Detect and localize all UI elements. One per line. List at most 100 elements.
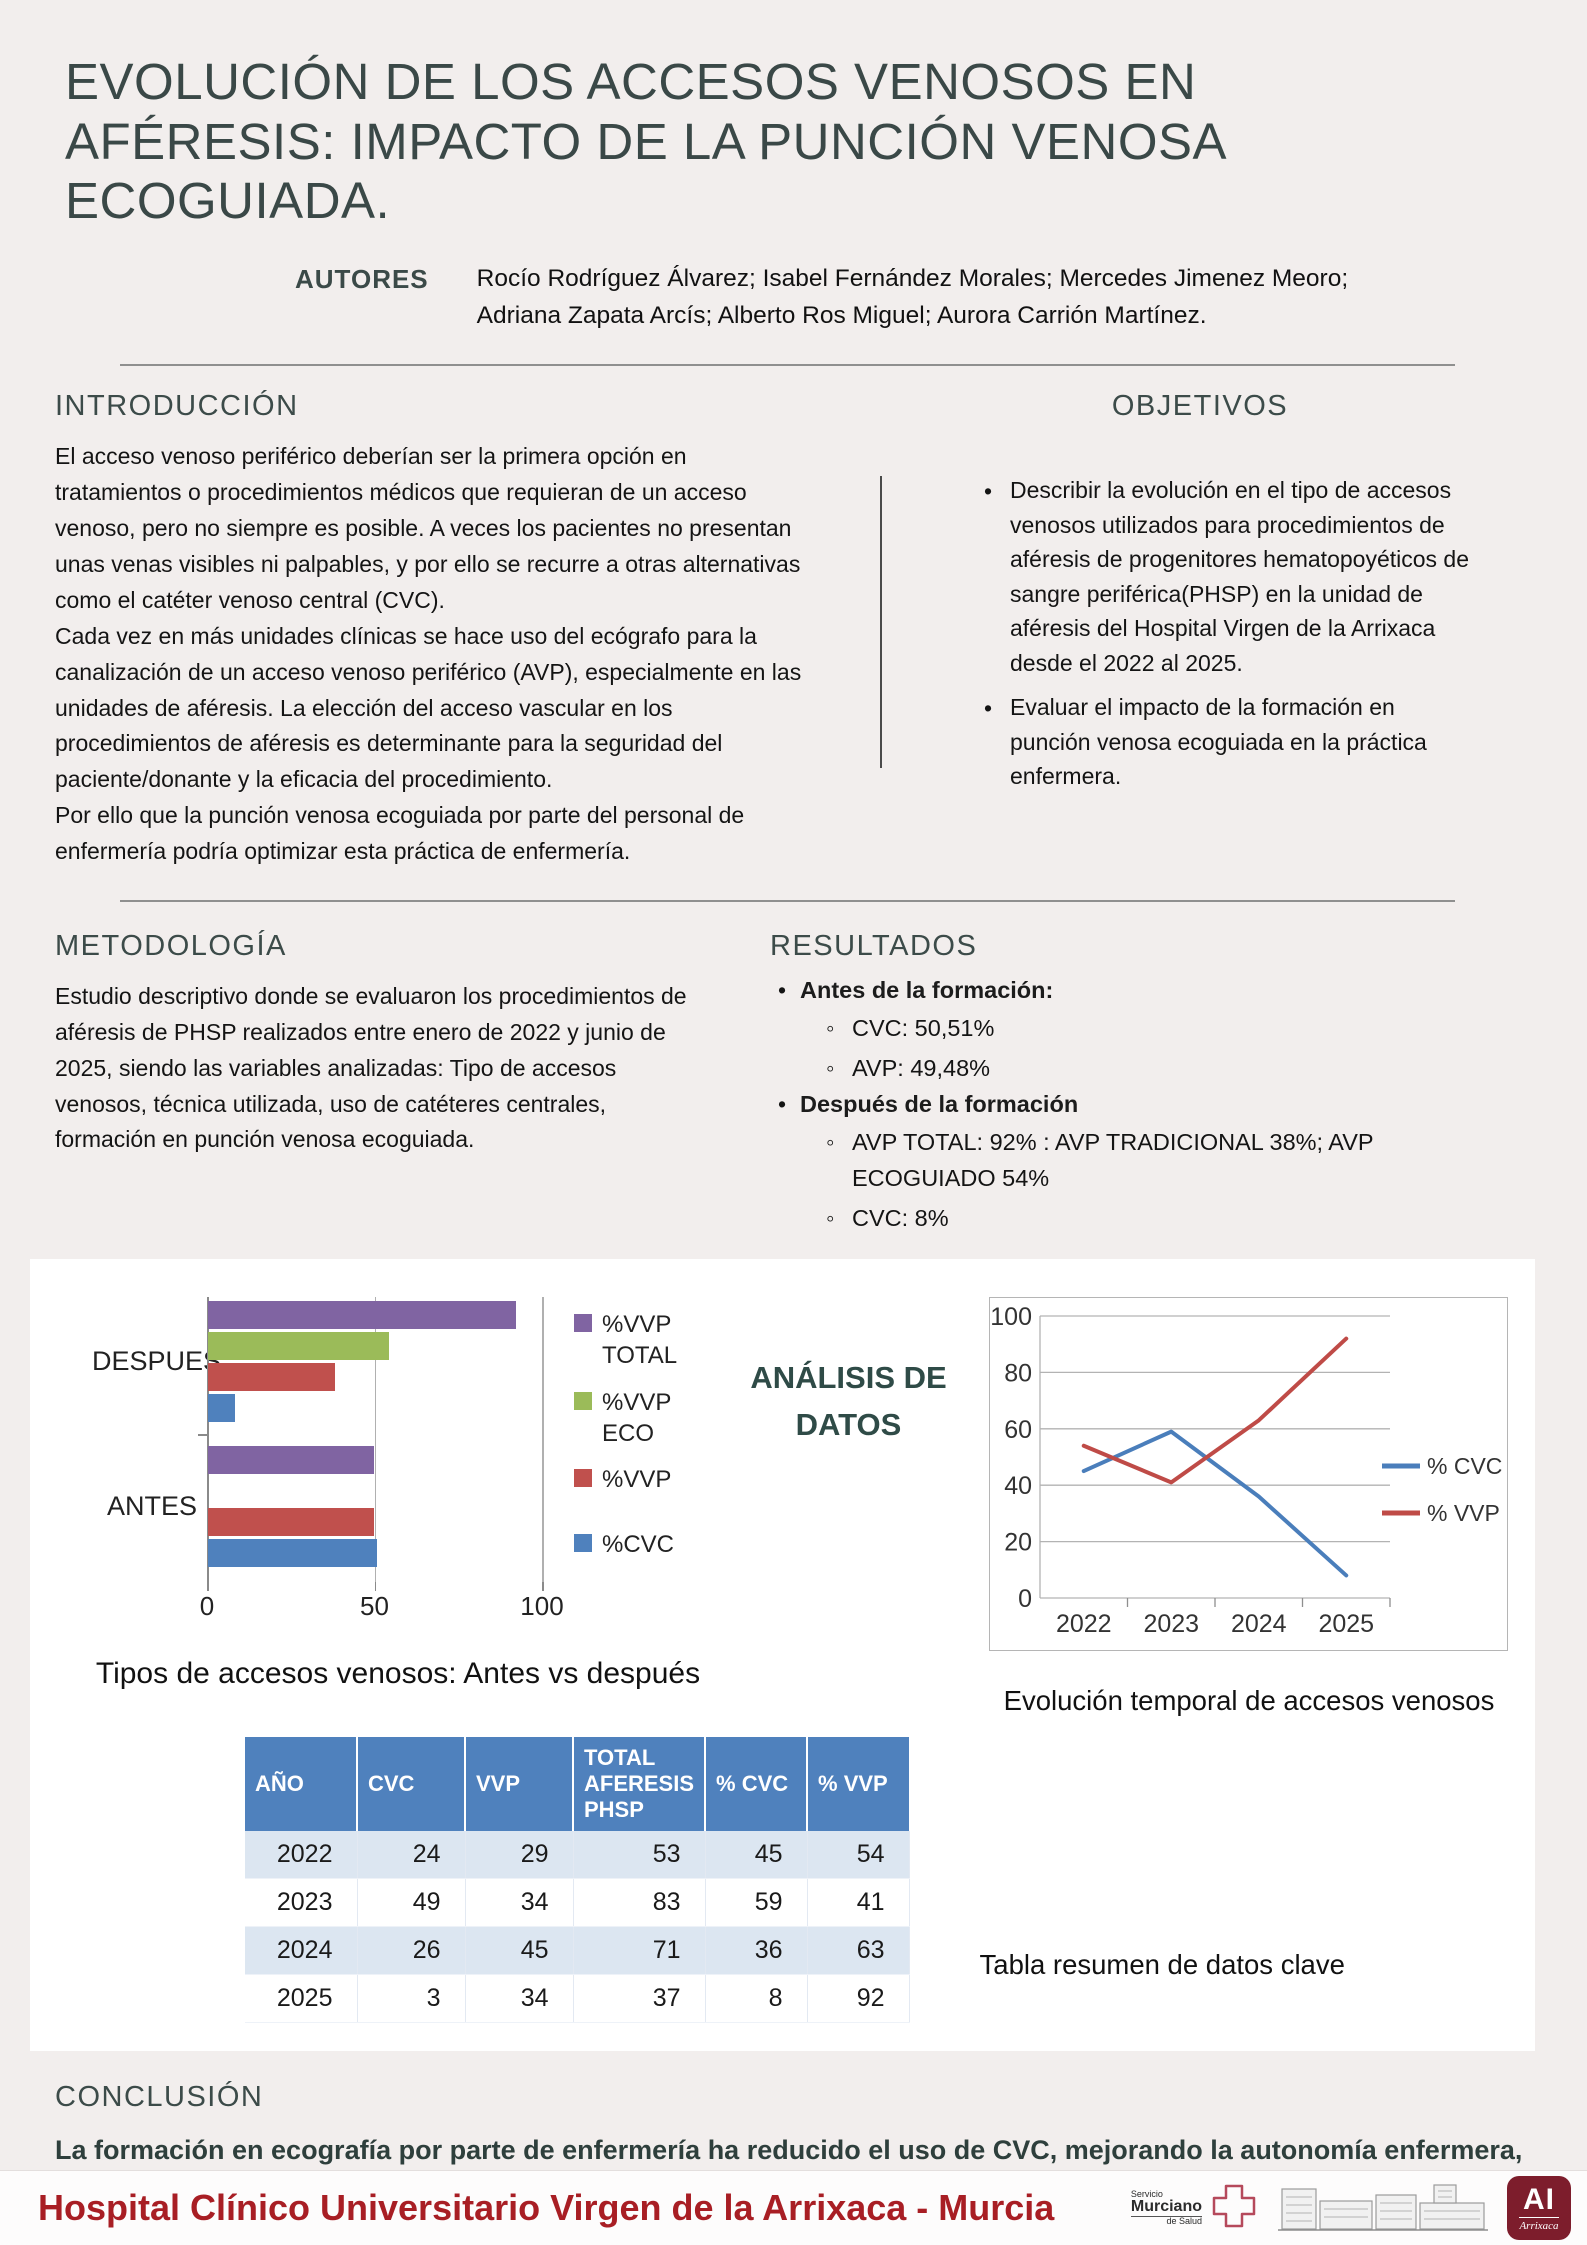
table-wrap: AÑO CVC VVP TOTAL AFERESIS PHSP% CVC% VVP 20… — [245, 1737, 910, 2024]
bar-category-label: ANTES — [106, 1490, 197, 1521]
bar-despues-cvc — [208, 1394, 235, 1423]
resultados-group-label: Antes de la formación: — [800, 976, 1054, 1003]
authors-row: AUTORES Rocío Rodríguez Álvarez; Isabel … — [295, 261, 1587, 335]
bar-chart-caption: Tipos de accesos venosos: Antes vs despu… — [95, 1657, 701, 1691]
bar-chart: DESPUES ANTES 0 50 100 %VVP TOTAL %VVP ECO %VVP… — [92, 1297, 704, 1629]
line-legend-label: % CVC — [1427, 1453, 1502, 1479]
resultados-group: Antes de la formación: CVC: 50,51% AVP: 49… — [778, 976, 1550, 1087]
resultados-subitem: AVP: 49,48% — [826, 1051, 1492, 1087]
line-y-tick-label: 0 — [1018, 1585, 1032, 1613]
table-cell: 36 — [705, 1926, 808, 1976]
objetivos-list: Describir la evolución en el tipo de acc… — [880, 473, 1520, 794]
table-header-cell: VVP — [465, 1737, 574, 1832]
bar-antes-vvp — [208, 1508, 374, 1537]
ai-letters: AI — [1519, 2184, 1559, 2218]
bar-despues-vvpeco — [208, 1332, 389, 1361]
resultados-group: Después de la formación AVP TOTAL: 92% : … — [778, 1091, 1550, 1236]
table-row: 2024 26 45 71 36 63 — [245, 1926, 910, 1976]
section-metodologia: METODOLOGÍA Estudio descriptivo donde se… — [55, 930, 695, 1241]
poster-title: EVOLUCIÓN DE LOS ACCESOS VENOSOS EN AFÉR… — [65, 53, 1225, 230]
bar-x-tick-label: 100 — [520, 1591, 564, 1622]
table-cell: 71 — [573, 1926, 706, 1976]
bar-x-tick-label: 0 — [199, 1591, 215, 1622]
divider-top — [120, 364, 1455, 367]
line-y-tick-label: 40 — [1004, 1472, 1032, 1500]
line-y-tick-label: 80 — [1004, 1360, 1032, 1388]
legend-label: %VVP TOTAL — [602, 1311, 678, 1370]
table-cell: 92 — [807, 1974, 910, 2024]
sms-line2: Murciano — [1130, 2198, 1202, 2217]
resultados-subitem: CVC: 50,51% — [826, 1011, 1492, 1047]
resultados-group-label: Después de la formación — [800, 1091, 1079, 1118]
table-header-cell: AÑO — [245, 1737, 358, 1832]
table-cell: 59 — [705, 1878, 808, 1928]
hospital-sketch-image — [1276, 2177, 1491, 2240]
footer-logos: Servicio Murciano de Salud — [1130, 2176, 1571, 2240]
table-cell: 2025 — [245, 1974, 358, 2024]
legend-item: %CVC — [574, 1529, 700, 1560]
introduccion-body: El acceso venoso periférico deberían ser… — [55, 439, 810, 870]
metodologia-heading: METODOLOGÍA — [55, 929, 287, 962]
line-chart-svg: 0 20 40 60 80 100 2022 2023 2024 2025 % CVC % VVP — [990, 1303, 1502, 1638]
line-x-tick-label: 2023 — [1143, 1610, 1199, 1638]
line-series-vvp — [1081, 1336, 1349, 1485]
legend-item: %VVP TOTAL — [574, 1309, 700, 1371]
table-caption: Tabla resumen de datos clave — [979, 1949, 1345, 1981]
section-introduccion: INTRODUCCIÓN El acceso venoso periférico… — [55, 390, 810, 870]
table-header-cell: CVC — [357, 1737, 466, 1832]
bar-axis-tick — [542, 1582, 544, 1592]
authors-names: Rocío Rodríguez Álvarez; Isabel Fernánde… — [476, 264, 1349, 329]
bar-gridline — [542, 1297, 544, 1583]
data-table: AÑO CVC VVP TOTAL AFERESIS PHSP% CVC% VVP 20… — [245, 1737, 910, 2024]
table-cell: 2024 — [245, 1926, 358, 1976]
table-cell: 53 — [573, 1831, 706, 1880]
resultados-heading: RESULTADOS — [770, 929, 978, 962]
legend-label: %VVP ECO — [602, 1388, 671, 1447]
line-chart: 0 20 40 60 80 100 2022 2023 2024 2025 % CVC % VVP — [989, 1297, 1508, 1652]
sms-line1: Servicio — [1130, 2189, 1163, 2199]
table-header-cell: % CVC — [705, 1737, 809, 1832]
table-row: 2023 49 34 83 59 41 — [245, 1878, 910, 1928]
resultados-subitem: CVC: 8% — [826, 1201, 1492, 1237]
resultados-subitems: AVP TOTAL: 92% : AVP TRADICIONAL 38%; AV… — [800, 1125, 1550, 1236]
legend-swatch — [574, 1468, 592, 1487]
bar-category-label: DESPUES — [92, 1345, 222, 1376]
table-cell: 41 — [807, 1878, 910, 1928]
introduccion-paragraph: Por ello que la punción venosa ecoguiada… — [55, 802, 745, 865]
bar-despues-vvptotal — [208, 1301, 517, 1330]
objetivos-divider-line — [880, 476, 882, 769]
arrixaca-ai-logo: AI Arrixaca — [1507, 2176, 1571, 2240]
table-header-cell: % VVP — [807, 1737, 910, 1832]
divider-middle — [120, 899, 1455, 902]
line-y-tick-label: 60 — [1004, 1416, 1032, 1444]
section-resultados: RESULTADOS Antes de la formación: CVC: 50… — [770, 930, 1550, 1241]
table-cell: 45 — [705, 1831, 808, 1880]
line-x-tick-label: 2025 — [1318, 1610, 1374, 1638]
analisis-heading: ANÁLISIS DE DATOS — [750, 1360, 947, 1442]
bar-y-axis-tick — [198, 1434, 207, 1436]
bar-chart-plot: 0 50 100 — [198, 1297, 564, 1621]
table-cell: 34 — [465, 1974, 574, 2024]
table-cell: 2023 — [245, 1878, 358, 1928]
section-objetivos: OBJETIVOS Describir la evolución en el t… — [880, 390, 1520, 870]
line-x-tick-label: 2024 — [1231, 1610, 1287, 1638]
bar-gridline — [374, 1297, 376, 1583]
table-cell: 37 — [573, 1974, 706, 2024]
legend-swatch — [574, 1391, 592, 1410]
table-cell: 3 — [357, 1974, 466, 2024]
sms-line3: de Salud — [1166, 2216, 1202, 2226]
bar-axis-tick — [207, 1582, 209, 1592]
table-cell: 34 — [465, 1878, 574, 1928]
introduccion-heading: INTRODUCCIÓN — [55, 390, 299, 423]
legend-swatch — [574, 1314, 592, 1333]
charts-panel: DESPUES ANTES 0 50 100 %VVP TOTAL %VVP ECO %VVP… — [30, 1259, 1535, 2052]
line-legend-label: % VVP — [1427, 1500, 1500, 1526]
murcia-health-service-logo: Servicio Murciano de Salud — [1130, 2180, 1260, 2237]
legend-swatch — [574, 1534, 592, 1553]
footer: Hospital Clínico Universitario Virgen de… — [0, 2170, 1587, 2245]
line-y-tick-label: 100 — [990, 1303, 1032, 1331]
legend-item: %VVP — [574, 1464, 700, 1495]
resultados-subitem: AVP TOTAL: 92% : AVP TRADICIONAL 38%; AV… — [826, 1125, 1492, 1196]
cross-icon — [1208, 2180, 1260, 2237]
line-y-tick-label: 20 — [1004, 1529, 1032, 1557]
